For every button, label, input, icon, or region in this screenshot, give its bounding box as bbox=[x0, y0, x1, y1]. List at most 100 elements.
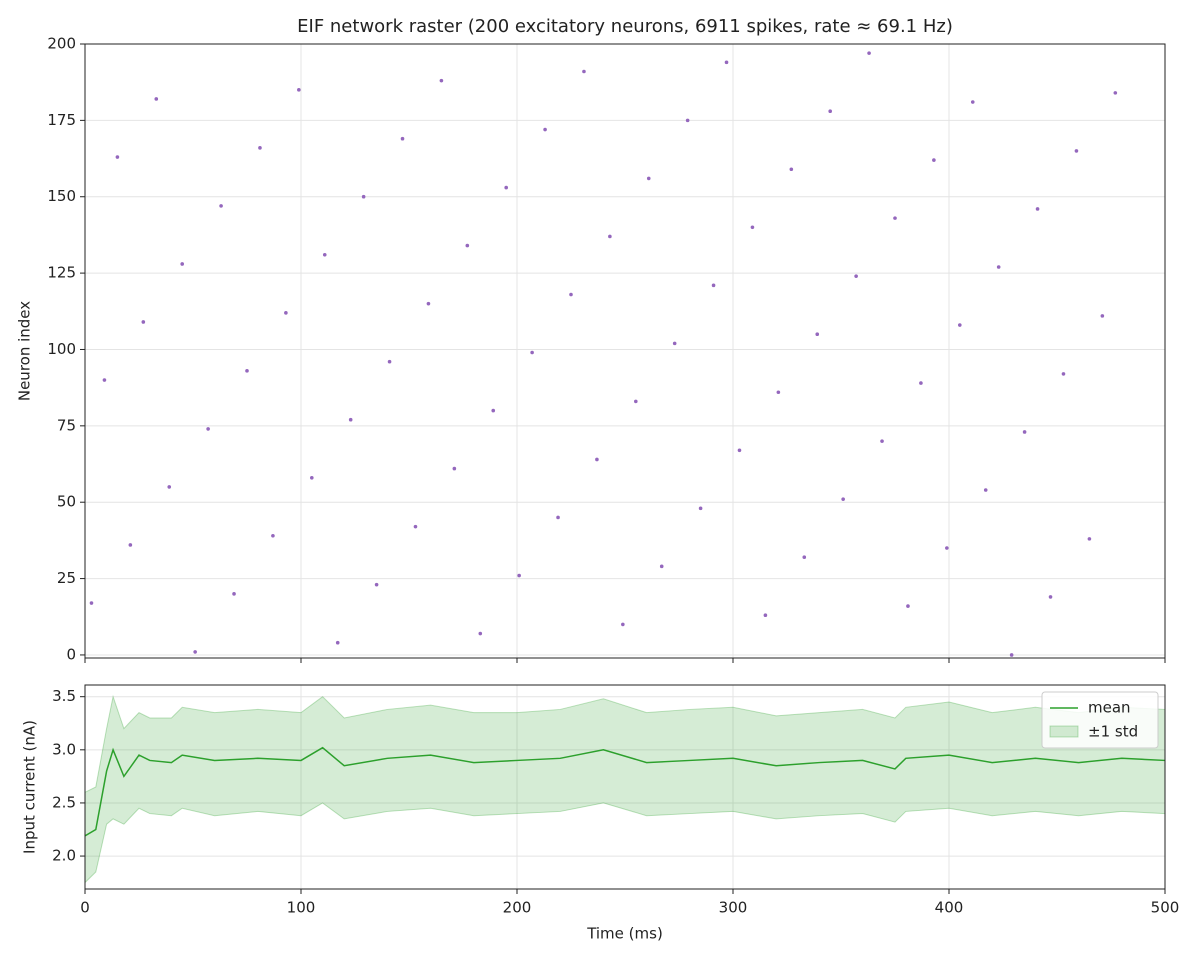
spike bbox=[504, 185, 509, 190]
x-tick-label: 100 bbox=[287, 899, 316, 917]
spike bbox=[815, 332, 820, 336]
spike bbox=[530, 350, 534, 355]
spike bbox=[958, 323, 962, 327]
spike bbox=[426, 301, 431, 306]
spike bbox=[1022, 430, 1027, 434]
spike bbox=[219, 204, 223, 208]
spike bbox=[245, 369, 249, 373]
spike bbox=[180, 262, 184, 266]
y-axis-label: Input current (nA) bbox=[21, 720, 39, 854]
spike bbox=[789, 167, 794, 172]
spike bbox=[310, 475, 314, 480]
spike bbox=[1113, 91, 1118, 95]
spike bbox=[828, 109, 832, 114]
spike bbox=[1048, 595, 1053, 599]
spike bbox=[867, 51, 871, 55]
y-tick-label: 3.0 bbox=[52, 740, 76, 758]
y-tick-label: 175 bbox=[47, 111, 76, 129]
spike bbox=[154, 97, 159, 101]
spike bbox=[595, 457, 599, 462]
spike bbox=[582, 69, 586, 74]
spike bbox=[983, 488, 988, 492]
spike bbox=[413, 524, 418, 529]
spike bbox=[400, 136, 405, 141]
mean-line bbox=[84, 746, 1166, 837]
spike bbox=[608, 234, 612, 239]
spike bbox=[141, 320, 146, 324]
spike bbox=[945, 546, 949, 550]
spike bbox=[724, 60, 729, 65]
std-band bbox=[84, 694, 1166, 884]
spike bbox=[322, 252, 327, 257]
spike bbox=[102, 378, 107, 382]
spike bbox=[232, 592, 236, 596]
spike bbox=[1061, 372, 1066, 376]
spike bbox=[348, 417, 353, 422]
plot-frame bbox=[84, 684, 1166, 890]
spike bbox=[128, 543, 133, 547]
spike bbox=[698, 506, 703, 511]
spike bbox=[374, 582, 379, 587]
x-axis-label: Time (ms) bbox=[586, 925, 663, 943]
spike bbox=[880, 439, 884, 443]
spike bbox=[970, 100, 975, 104]
spike bbox=[206, 427, 210, 431]
spike bbox=[258, 146, 262, 150]
plot-frame bbox=[84, 43, 1166, 659]
spike bbox=[478, 631, 483, 636]
spike bbox=[491, 408, 496, 413]
spike bbox=[465, 243, 470, 248]
spike bbox=[737, 448, 742, 453]
spike bbox=[543, 127, 547, 132]
spike bbox=[802, 555, 807, 559]
spike bbox=[115, 155, 120, 159]
spike bbox=[439, 78, 444, 83]
chart-title: EIF network raster (200 excitatory neuro… bbox=[297, 16, 953, 37]
spike bbox=[297, 88, 301, 92]
legend-box bbox=[1041, 691, 1159, 749]
legend-swatch bbox=[1049, 725, 1079, 738]
spike bbox=[646, 176, 651, 181]
y-tick-label: 200 bbox=[47, 35, 76, 53]
y-tick-label: 150 bbox=[47, 187, 76, 205]
spike bbox=[893, 216, 897, 220]
y-axis-label: Neuron index bbox=[16, 301, 34, 401]
legend-label: mean bbox=[1088, 699, 1131, 717]
spike bbox=[711, 283, 716, 288]
y-tick-label: 100 bbox=[47, 340, 76, 358]
spike bbox=[387, 359, 392, 364]
x-tick-label: 0 bbox=[80, 899, 90, 917]
spike bbox=[906, 604, 910, 608]
spike bbox=[452, 466, 457, 471]
spike bbox=[569, 292, 573, 297]
spike bbox=[841, 497, 845, 501]
spike bbox=[193, 650, 197, 654]
spike bbox=[271, 534, 275, 538]
spike bbox=[621, 622, 625, 627]
spike bbox=[1074, 149, 1079, 153]
y-tick-label: 75 bbox=[57, 416, 76, 434]
spike bbox=[659, 564, 664, 569]
y-tick-label: 3.5 bbox=[52, 687, 76, 705]
spike bbox=[685, 118, 690, 123]
spike bbox=[750, 225, 755, 230]
spike bbox=[361, 194, 366, 199]
x-tick-label: 300 bbox=[719, 899, 748, 917]
spike bbox=[167, 485, 172, 489]
spike bbox=[1100, 314, 1105, 318]
spike bbox=[335, 640, 340, 645]
spike bbox=[89, 601, 94, 605]
y-tick-label: 0 bbox=[66, 645, 76, 663]
x-tick-label: 500 bbox=[1151, 899, 1180, 917]
spike bbox=[776, 390, 781, 395]
y-tick-label: 2.5 bbox=[52, 793, 76, 811]
y-tick-label: 25 bbox=[57, 569, 76, 587]
spike bbox=[919, 381, 923, 385]
spike bbox=[284, 311, 288, 315]
legend-label: ±1 std bbox=[1088, 723, 1138, 741]
spike bbox=[672, 341, 677, 346]
spike bbox=[1035, 207, 1040, 211]
spike bbox=[1009, 653, 1014, 657]
spike bbox=[996, 265, 1001, 269]
